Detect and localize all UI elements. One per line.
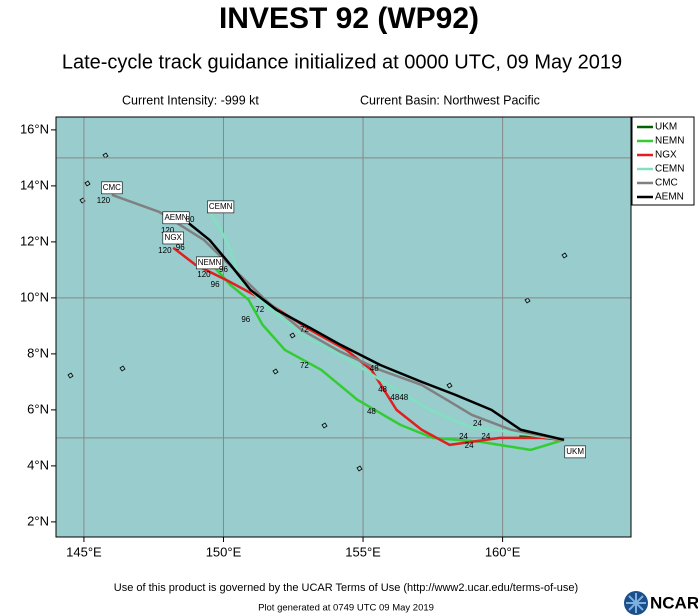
intensity: Current Intensity: -999 kt [122, 93, 259, 107]
island [289, 332, 296, 339]
y-tick-label: 2°N [27, 513, 49, 528]
island [321, 422, 328, 429]
y-tick-label: 14°N [20, 177, 49, 192]
annotation: 48 [378, 385, 387, 394]
island [272, 368, 279, 375]
chart-subtitle: Late-cycle track guidance initialized at… [62, 51, 622, 73]
annotation: 96 [241, 315, 250, 324]
annotation-box [207, 200, 235, 214]
track-line [111, 193, 565, 442]
map-frame [55, 116, 632, 538]
island [524, 297, 531, 304]
annotation: CEMN [209, 202, 233, 211]
annotation: 72 [300, 361, 309, 370]
x-tick-label: 150°E [206, 544, 242, 559]
basin: Current Basin: Northwest Pacific [360, 93, 540, 107]
annotation: 4848 [390, 393, 408, 402]
y-tick-label: 12°N [20, 233, 49, 248]
legend-label: AEMN [655, 192, 684, 203]
y-tick-label: 10°N [20, 289, 49, 304]
annotation-box [196, 256, 224, 270]
annotation: 96 [176, 243, 185, 252]
annotation: 120 [161, 226, 175, 235]
annotation: 96 [219, 265, 228, 274]
annotation: 120 [158, 246, 172, 255]
annotation: 96 [211, 280, 220, 289]
legend-label: CEMN [655, 164, 684, 175]
island [561, 252, 568, 259]
footer: Use of this product is governed by the U… [114, 582, 578, 594]
island [102, 152, 109, 159]
legend-label: NEMN [655, 136, 684, 147]
legend-box [631, 116, 695, 206]
annotation: AEMN [164, 213, 187, 222]
annotation: 24 [473, 419, 482, 428]
annotation-box [162, 211, 190, 225]
island [79, 197, 86, 204]
annotation: 72 [300, 325, 309, 334]
generated: Plot generated at 0749 UTC 09 May 2019 [258, 603, 434, 614]
y-tick-label: 16°N [20, 121, 49, 136]
track-line [208, 211, 565, 442]
chart-title: INVEST 92 (WP92) [219, 2, 479, 35]
map-background [56, 117, 631, 537]
y-tick-label: 4°N [27, 457, 49, 472]
island [446, 382, 453, 389]
annotation-box [564, 445, 586, 459]
legend-label: CMC [655, 178, 678, 189]
annotation-box [101, 181, 123, 195]
x-tick-label: 145°E [66, 544, 102, 559]
legend-label: NGX [655, 150, 677, 161]
annotation: NGX [165, 233, 183, 242]
annotation: 120 [197, 270, 211, 279]
annotation-box [162, 231, 184, 245]
x-tick-label: 160°E [485, 544, 521, 559]
annotation: CMC [103, 183, 121, 192]
island [67, 372, 74, 379]
y-tick-label: 8°N [27, 345, 49, 360]
annotation: 72 [255, 305, 264, 314]
annotation: 24 [459, 432, 468, 441]
annotation: 24 [481, 432, 490, 441]
annotation: 48 [370, 364, 379, 373]
track-line [183, 218, 565, 442]
annotation: 24 [465, 441, 474, 450]
track-line [172, 246, 565, 447]
annotation: UKM [566, 447, 584, 456]
island [84, 180, 91, 187]
annotation: 48 [367, 407, 376, 416]
island [119, 365, 126, 372]
annotation: 120 [97, 196, 111, 205]
logo-text: NCAR [650, 593, 698, 612]
track-line [208, 260, 565, 452]
x-tick-label: 155°E [345, 544, 381, 559]
y-tick-label: 6°N [27, 401, 49, 416]
logo-icon [624, 591, 648, 615]
annotation: NEMN [198, 258, 222, 267]
legend-label: UKM [655, 122, 677, 133]
island [356, 465, 363, 472]
annotation: 80 [186, 215, 195, 224]
